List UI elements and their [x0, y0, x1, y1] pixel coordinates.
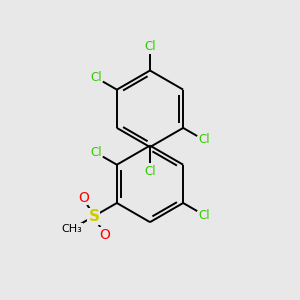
Text: Cl: Cl	[90, 146, 102, 159]
Text: Cl: Cl	[198, 134, 210, 146]
Text: CH₃: CH₃	[62, 224, 82, 234]
Text: O: O	[99, 228, 110, 242]
Text: S: S	[88, 209, 99, 224]
Text: Cl: Cl	[144, 40, 156, 53]
Text: Cl: Cl	[144, 165, 156, 178]
Text: O: O	[78, 191, 89, 205]
Text: Cl: Cl	[198, 208, 210, 222]
Text: Cl: Cl	[90, 71, 102, 84]
